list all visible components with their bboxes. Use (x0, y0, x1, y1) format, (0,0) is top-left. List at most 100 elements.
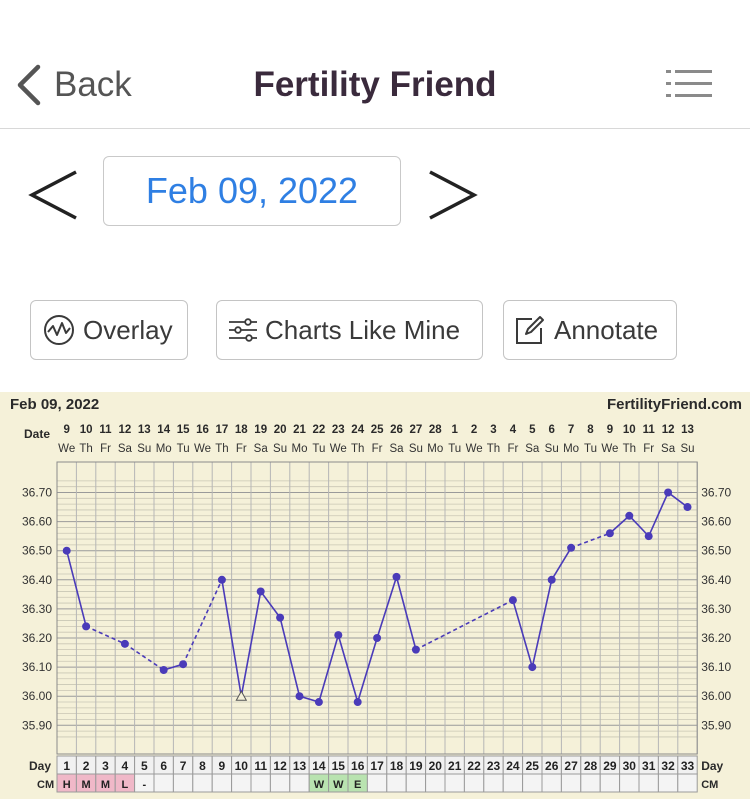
chevron-left-icon (17, 64, 41, 106)
cm-cell (599, 773, 621, 793)
y-tick-label-right: 36.20 (701, 631, 731, 645)
date-header: 21 (293, 424, 306, 436)
weekday-header: Th (79, 443, 92, 455)
day-number: 7 (180, 759, 187, 773)
weekday-header: We (194, 443, 211, 455)
cm-cell (192, 773, 213, 793)
cm-cell (269, 773, 291, 793)
day-number: 2 (83, 759, 90, 773)
day-number: 8 (199, 759, 206, 773)
temperature-point (353, 698, 362, 707)
date-header: 26 (390, 424, 403, 436)
day-number: 25 (526, 759, 540, 773)
day-number: 1 (63, 759, 70, 773)
cm-cell (366, 773, 388, 793)
weekday-header: Th (215, 443, 228, 455)
back-button[interactable]: Back (14, 62, 132, 108)
series-segment (395, 576, 417, 650)
date-header: 15 (177, 424, 190, 436)
temperature-point (314, 698, 323, 707)
chart-brand-label: FertilityFriend.com (607, 396, 742, 413)
date-header: 16 (196, 424, 209, 436)
date-header: 19 (254, 424, 267, 436)
y-tick-label-right: 36.30 (701, 602, 731, 616)
cm-value: M (82, 779, 91, 791)
temperature-point (62, 546, 71, 555)
day-number: 26 (545, 759, 559, 773)
annotate-button[interactable]: Annotate (503, 300, 677, 360)
y-tick-label-left: 36.10 (22, 660, 52, 674)
open-temperature-point (235, 690, 248, 701)
cm-row-label: CM (37, 779, 54, 791)
weekday-header: Fr (236, 443, 247, 455)
date-header: 12 (119, 424, 132, 436)
cm-cell (541, 773, 562, 793)
list-menu-icon[interactable] (666, 68, 712, 100)
date-header: 10 (80, 424, 93, 436)
cm-cell (211, 773, 233, 793)
previous-date-button[interactable] (28, 170, 80, 220)
weekday-header: Su (680, 443, 694, 455)
temperature-point (82, 622, 91, 631)
cm-cell (522, 773, 543, 793)
next-date-button[interactable] (426, 170, 478, 220)
cm-cell (172, 773, 194, 793)
day-number: 6 (160, 759, 167, 773)
day-number: 17 (370, 759, 384, 773)
date-header: 11 (643, 424, 656, 436)
cm-cell (560, 773, 582, 793)
cm-cell (483, 773, 504, 793)
series-segment (376, 576, 398, 639)
weekday-header: Sa (389, 443, 404, 455)
day-number: 4 (122, 759, 129, 773)
y-tick-label-left: 35.90 (22, 718, 52, 732)
nav-bar: Back Fertility Friend (0, 0, 750, 129)
weekday-header: Mo (156, 443, 172, 455)
annotate-label: Annotate (554, 314, 659, 345)
weekday-header: Fr (643, 443, 654, 455)
day-number: 20 (429, 759, 443, 773)
weekday-header: We (58, 443, 75, 455)
date-field[interactable]: Feb 09, 2022 (103, 156, 401, 226)
date-header: 24 (351, 424, 364, 436)
date-row-label: Date (24, 427, 50, 441)
series-segment (260, 590, 281, 619)
day-number: 16 (351, 759, 365, 773)
day-number: 19 (409, 759, 423, 773)
day-number: 23 (487, 759, 501, 773)
temperature-point (159, 666, 168, 675)
date-header: 27 (410, 424, 423, 436)
charts-like-mine-button[interactable]: Charts Like Mine (216, 300, 483, 360)
temperature-point (179, 660, 188, 669)
temperature-point (625, 511, 634, 520)
date-header: 18 (235, 424, 248, 436)
temperature-point (334, 631, 343, 640)
weekday-header: Su (545, 443, 559, 455)
date-header: 22 (313, 424, 326, 436)
weekday-header: Sa (118, 443, 133, 455)
overlay-button[interactable]: Overlay (30, 300, 188, 360)
y-tick-label-left: 36.40 (22, 573, 52, 587)
chart-labels: 36.70 36.70 36.60 36.60 36.50 36.50 36.40 36.40… (22, 424, 732, 791)
cm-cell (444, 773, 465, 793)
date-header: 6 (548, 424, 554, 436)
cm-value: E (354, 779, 361, 791)
y-tick-label-right: 36.10 (701, 660, 731, 674)
sliders-icon (229, 318, 257, 342)
series-segment (512, 599, 534, 668)
y-tick-label-left: 36.60 (22, 515, 52, 529)
date-header: 20 (274, 424, 287, 436)
cm-value: W (333, 779, 344, 791)
y-tick-label-right: 35.90 (701, 718, 731, 732)
temperature-point (683, 503, 692, 512)
date-header: 9 (63, 424, 69, 436)
cm-cell (289, 773, 310, 793)
cm-cell (638, 773, 659, 793)
y-tick-label-left: 36.20 (22, 631, 52, 645)
weekday-header: Mo (292, 443, 308, 455)
series-segment (240, 591, 262, 697)
weekday-header: Th (351, 443, 364, 455)
cm-value: H (63, 779, 71, 791)
temperature-point (217, 575, 226, 584)
temperature-point (644, 532, 653, 541)
